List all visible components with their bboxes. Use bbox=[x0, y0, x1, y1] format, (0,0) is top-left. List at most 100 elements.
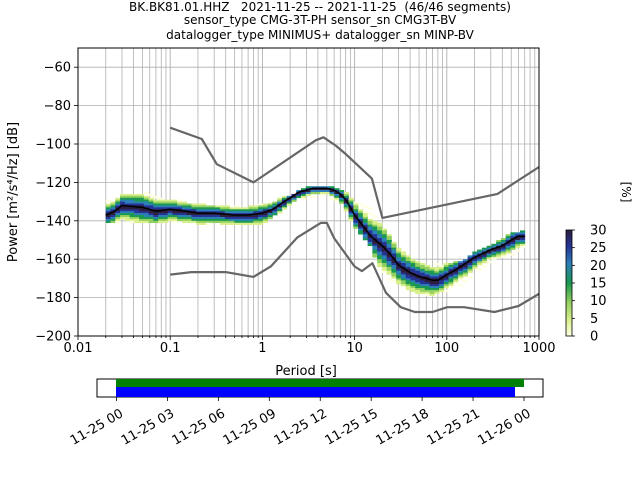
density-cell bbox=[115, 205, 121, 208]
density-cell bbox=[158, 201, 164, 204]
density-cell bbox=[434, 268, 440, 272]
density-cell bbox=[477, 255, 483, 258]
density-cell bbox=[248, 220, 254, 224]
density-cell bbox=[186, 218, 192, 222]
colorbar-tick-label: 10 bbox=[590, 294, 607, 309]
density-cell bbox=[500, 253, 507, 256]
density-cell bbox=[462, 266, 468, 270]
density-cell bbox=[267, 211, 273, 214]
density-cell bbox=[491, 243, 497, 247]
density-cell bbox=[439, 288, 445, 291]
density-cell bbox=[143, 192, 150, 195]
density-cell bbox=[105, 203, 111, 206]
density-cell bbox=[381, 253, 388, 256]
density-cell bbox=[262, 218, 269, 222]
density-cell bbox=[500, 249, 507, 252]
density-cell bbox=[391, 247, 397, 250]
density-cell bbox=[391, 272, 397, 275]
density-cell bbox=[434, 272, 440, 275]
density-cell bbox=[139, 197, 145, 200]
density-cell bbox=[396, 278, 402, 281]
density-cell bbox=[381, 236, 388, 239]
density-cell bbox=[186, 220, 192, 224]
density-cell bbox=[162, 211, 169, 214]
colorbar-tick-label: 0 bbox=[590, 330, 598, 345]
density-cell bbox=[415, 284, 421, 287]
density-cell bbox=[405, 272, 411, 275]
density-cell bbox=[424, 280, 430, 283]
density-cell bbox=[124, 216, 130, 220]
density-cell bbox=[415, 263, 421, 266]
density-cell bbox=[505, 236, 511, 239]
density-cell bbox=[400, 251, 407, 254]
density-cell bbox=[353, 201, 359, 204]
density-cell bbox=[372, 241, 378, 245]
density-cell bbox=[210, 209, 216, 212]
density-cell bbox=[443, 286, 449, 289]
density-cell bbox=[110, 216, 116, 220]
density-cell bbox=[424, 282, 430, 285]
density-cell bbox=[500, 240, 507, 243]
density-cell bbox=[505, 241, 511, 245]
density-cell bbox=[377, 230, 383, 233]
density-cell bbox=[419, 278, 426, 281]
density-cell bbox=[419, 266, 426, 270]
density-cell bbox=[272, 201, 278, 204]
density-cell bbox=[262, 216, 269, 220]
density-cell bbox=[377, 232, 383, 235]
density-cell bbox=[248, 209, 254, 212]
density-cell bbox=[143, 209, 150, 212]
y-tick-label: −100 bbox=[35, 138, 71, 153]
density-cell bbox=[120, 209, 126, 212]
density-cell bbox=[519, 230, 526, 233]
density-cell bbox=[467, 276, 473, 279]
density-cell bbox=[205, 218, 211, 222]
density-cell bbox=[315, 188, 321, 191]
density-cell bbox=[419, 263, 426, 266]
density-cell bbox=[448, 274, 454, 277]
density-cell bbox=[419, 284, 426, 287]
density-cell bbox=[229, 216, 235, 220]
density-cell bbox=[239, 209, 245, 212]
density-cell bbox=[439, 280, 445, 283]
density-cell bbox=[505, 249, 511, 252]
density-cell bbox=[258, 213, 264, 216]
density-cell bbox=[439, 266, 445, 270]
density-cell bbox=[277, 209, 283, 212]
density-cell bbox=[191, 215, 197, 218]
density-cell bbox=[415, 266, 421, 270]
density-cell bbox=[277, 197, 283, 200]
density-cell bbox=[415, 289, 421, 293]
density-cell bbox=[229, 207, 235, 210]
density-cell bbox=[177, 207, 183, 210]
density-cell bbox=[381, 243, 388, 247]
density-cell bbox=[220, 215, 226, 218]
density-cell bbox=[481, 257, 488, 260]
density-cell bbox=[453, 270, 459, 273]
density-cell bbox=[391, 245, 397, 248]
density-cell bbox=[139, 213, 145, 216]
mean-psd-line bbox=[105, 187, 525, 282]
density-cell bbox=[400, 264, 407, 268]
density-cell bbox=[477, 251, 483, 254]
density-cell bbox=[196, 215, 202, 218]
density-cell bbox=[429, 276, 435, 279]
density-cell bbox=[400, 272, 407, 275]
density-cell bbox=[510, 236, 516, 239]
density-cell bbox=[396, 249, 402, 252]
density-cell bbox=[186, 203, 192, 206]
density-cell bbox=[105, 211, 111, 214]
density-cell bbox=[220, 211, 226, 214]
density-cell bbox=[405, 288, 411, 291]
density-cell bbox=[215, 218, 221, 222]
density-cell bbox=[453, 282, 459, 285]
density-cell bbox=[258, 216, 264, 220]
density-cell bbox=[234, 211, 240, 214]
density-cell bbox=[296, 190, 302, 193]
density-cell bbox=[405, 266, 411, 270]
density-cell bbox=[372, 236, 378, 239]
density-cell bbox=[162, 207, 169, 210]
density-cell bbox=[200, 207, 207, 210]
density-cell bbox=[300, 193, 307, 197]
density-cell bbox=[315, 186, 321, 189]
